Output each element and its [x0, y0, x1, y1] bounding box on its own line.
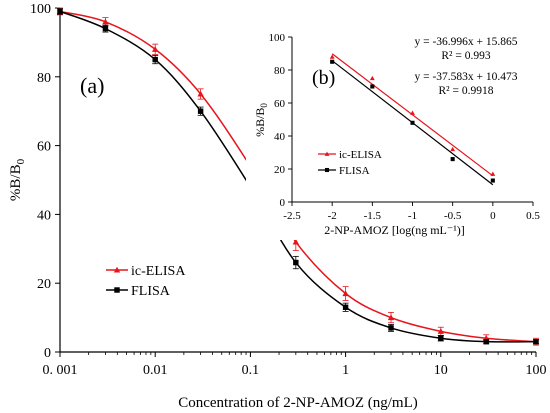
data-point [342, 290, 349, 297]
x-tick-label-b: -1 [408, 210, 417, 222]
data-point [152, 46, 159, 52]
y-axis-title: %B/B0 [8, 158, 27, 201]
data-point [483, 338, 489, 345]
legend-label: FLISA [339, 165, 370, 177]
data-point [410, 120, 415, 125]
data-point [197, 90, 204, 97]
data-point [387, 314, 395, 321]
y-tick-label-b: 100 [269, 32, 286, 44]
legend-b: ic-ELISA FLISA [318, 149, 382, 177]
legend-marker [324, 151, 330, 156]
data-point [410, 110, 415, 115]
panel-b: 0 20 40 60 80 100 -2.5 -2 -1.5 -1 -0.5 0 0.5 2-NP-AMO… [246, 28, 544, 240]
series-b-ic-elisa [329, 53, 496, 177]
data-point [152, 56, 158, 63]
x-tick-label: 0.1 [242, 363, 260, 378]
data-point [102, 18, 109, 25]
panel-label-a: (a) [80, 73, 104, 98]
y-axis-title-b: %B/B0 [253, 103, 269, 137]
x-tick-label-b: -0.5 [444, 210, 462, 222]
x-tick-label-b: 0.5 [526, 210, 540, 222]
legend-marker [324, 167, 330, 173]
series-line [59, 10, 537, 343]
x-tick-label-b: -2 [328, 210, 337, 222]
data-point [292, 238, 300, 245]
fit-equation: y = -36.996x + 15.865 [414, 36, 517, 48]
data-point [293, 259, 299, 266]
x-axis-title-b: 2-NP-AMOZ [log(ng mL⁻¹)] [324, 223, 465, 237]
y-tick-label: 100 [30, 2, 51, 17]
x-tick-label: 1 [342, 363, 349, 378]
y-axis-title-sub: 0 [15, 158, 27, 164]
y-tick-label: 0 [44, 346, 51, 361]
legend-marker [113, 266, 121, 273]
x-tick-label: 100 [526, 363, 547, 378]
data-point [197, 108, 204, 114]
data-point [342, 304, 349, 310]
y-tick-label: 80 [37, 71, 51, 86]
fit-r2: R² = 0.993 [441, 50, 490, 62]
legend-label: ic-ELISA [339, 149, 382, 161]
x-tick-label: 0.01 [143, 363, 168, 378]
data-point [490, 178, 495, 183]
data-point [370, 84, 375, 89]
data-point [102, 25, 109, 32]
data-point [490, 171, 496, 176]
fit-r2: R² = 0.9918 [439, 85, 494, 97]
x-axis-title: Concentration of 2-NP-AMOZ (ng/mL) [178, 395, 418, 411]
y-tick-label: 60 [37, 140, 51, 155]
data-point [450, 146, 456, 152]
x-tick-label-b: -2.5 [283, 210, 301, 222]
panel-label-b: (b) [312, 67, 335, 89]
legend-marker [114, 287, 120, 293]
y-axis-title-main: %B/B [8, 164, 24, 201]
data-point [450, 157, 455, 162]
legend-label: FLISA [131, 284, 171, 299]
y-tick-label: 20 [37, 277, 51, 292]
data-point [533, 338, 539, 345]
data-point [57, 8, 63, 15]
y-tick-label-b: 60 [274, 98, 286, 110]
data-point [329, 54, 335, 59]
y-axis-title-b-sub: 0 [259, 103, 269, 108]
x-tick-label-b: -1.5 [364, 210, 382, 222]
data-point [438, 335, 444, 341]
fit-equation: y = -37.583x + 10.473 [414, 71, 517, 83]
legend-label: ic-ELISA [131, 264, 186, 279]
y-tick-label-b: 0 [280, 197, 286, 209]
data-point [369, 75, 375, 81]
y-tick-label-b: 80 [274, 65, 286, 77]
series-b-flisa [330, 59, 495, 186]
data-point [437, 328, 444, 334]
x-tick-label-b: 0 [490, 210, 496, 222]
y-tick-label-b: 20 [274, 164, 286, 176]
y-tick-label-b: 40 [274, 131, 286, 143]
x-tick-label: 10 [434, 363, 448, 378]
panel-b-background [246, 28, 544, 240]
y-tick-label: 40 [37, 208, 51, 223]
data-point [388, 325, 394, 331]
x-tick-label: 0. 001 [43, 363, 78, 378]
data-point [330, 59, 335, 64]
legend-a: ic-ELISA FLISA [106, 264, 186, 299]
y-axis-title-b-main: %B/B [253, 108, 267, 137]
